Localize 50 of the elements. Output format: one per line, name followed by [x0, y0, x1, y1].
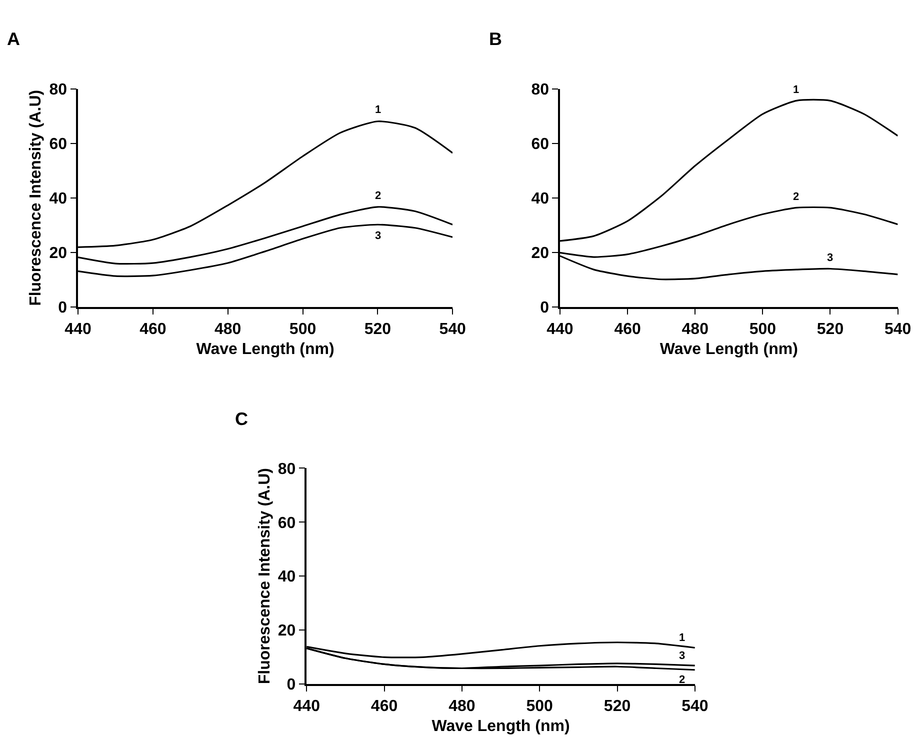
series-label: 1 — [679, 632, 686, 644]
y-tick-label: 0 — [286, 676, 296, 694]
x-tick-label: 540 — [439, 320, 466, 338]
x-axis-title: Wave Length (nm) — [660, 341, 798, 358]
y-axis-title: Fluorescence Intensity (A.U) — [28, 90, 45, 306]
x-axis-title: Wave Length (nm) — [432, 718, 570, 736]
y-tick-label: 60 — [49, 136, 68, 154]
x-tick-label: 460 — [370, 698, 398, 715]
y-tick-label: 20 — [531, 245, 550, 262]
x-tick-label: 440 — [64, 320, 92, 338]
series-label: 2 — [679, 674, 686, 686]
y-tick-label: 60 — [531, 136, 550, 154]
series-label: 3 — [679, 650, 686, 662]
series-label: 1 — [375, 104, 382, 116]
y-tick-label: 40 — [278, 568, 296, 586]
series-label: 3 — [375, 230, 382, 242]
series-label: 2 — [375, 190, 382, 202]
y-tick-label: 40 — [531, 190, 550, 208]
series-label: 1 — [793, 84, 800, 96]
x-tick-label: 500 — [749, 320, 776, 338]
chart-title: B — [489, 29, 502, 49]
y-tick-label: 60 — [278, 514, 296, 532]
x-tick-label: 520 — [604, 698, 631, 715]
chart-title: C — [235, 409, 248, 429]
x-tick-label: 440 — [293, 698, 320, 715]
chart-title: A — [7, 29, 20, 49]
y-tick-label: 80 — [49, 82, 68, 99]
x-tick-label: 460 — [140, 320, 166, 338]
x-tick-label: 500 — [289, 320, 316, 338]
y-tick-label: 80 — [531, 82, 550, 99]
y-tick-label: 0 — [58, 299, 68, 316]
x-tick-label: 540 — [682, 698, 708, 715]
y-tick-label: 80 — [278, 460, 296, 478]
x-tick-label: 500 — [526, 698, 554, 715]
y-tick-label: 40 — [49, 190, 68, 208]
x-tick-label: 460 — [614, 320, 641, 338]
x-tick-label: 520 — [364, 320, 392, 338]
x-tick-label: 520 — [816, 320, 844, 338]
series-label: 2 — [793, 191, 800, 203]
x-axis-title: Wave Length (nm) — [196, 341, 334, 358]
series-label: 3 — [827, 252, 834, 264]
x-tick-label: 480 — [214, 320, 242, 338]
y-tick-label: 0 — [540, 299, 550, 316]
y-axis-title: Fluorescence Intensity (A.U) — [256, 468, 274, 684]
y-tick-label: 20 — [49, 245, 68, 262]
x-tick-label: 480 — [448, 698, 476, 715]
x-tick-label: 540 — [884, 320, 912, 338]
x-tick-label: 480 — [682, 320, 709, 338]
y-tick-label: 20 — [278, 622, 296, 640]
x-tick-label: 440 — [546, 320, 574, 338]
